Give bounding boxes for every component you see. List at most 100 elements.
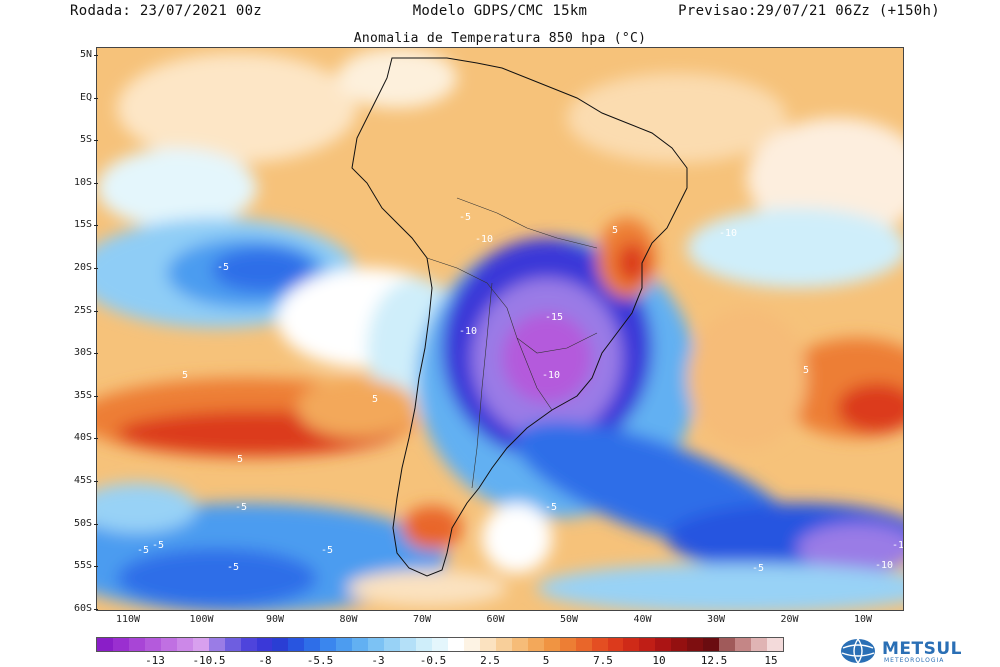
color-scale-cell xyxy=(751,638,768,651)
color-scale-cell xyxy=(495,638,512,651)
color-scale-cell xyxy=(240,638,257,651)
color-scale-cell xyxy=(432,638,448,651)
lat-label: 5N xyxy=(62,49,98,60)
model-run-label: Rodada: 23/07/2021 00z xyxy=(70,3,263,19)
lat-label: 10S xyxy=(62,177,98,188)
map-title: Anomalia de Temperatura 850 hpa (°C) xyxy=(353,31,647,46)
lat-label: 55S xyxy=(62,560,98,571)
globe-icon xyxy=(841,638,875,664)
contour-label: -10 xyxy=(542,370,560,381)
coastline xyxy=(351,57,688,577)
contour-label: -10 xyxy=(875,560,893,571)
color-scale-cell xyxy=(112,638,129,651)
color-scale-cell xyxy=(416,638,433,651)
color-scale-cell xyxy=(288,638,305,651)
contour-label: 5 xyxy=(372,394,378,405)
color-scale-cell xyxy=(703,638,720,651)
country-borders xyxy=(426,197,598,489)
color-scale-cell xyxy=(671,638,688,651)
contour-label: 5 xyxy=(182,370,188,381)
color-scale-cell xyxy=(160,638,177,651)
lon-label: 40W xyxy=(633,614,652,625)
color-scale-label: 5 xyxy=(542,654,550,667)
color-scale-cell xyxy=(463,638,480,651)
color-scale-cell xyxy=(639,638,656,651)
color-scale-cell xyxy=(208,638,225,651)
color-scale-cell xyxy=(479,638,496,651)
lon-label: 20W xyxy=(780,614,799,625)
lat-label: 40S xyxy=(62,432,98,443)
contour-label: -5 xyxy=(137,545,149,556)
color-scale-cell xyxy=(400,638,417,651)
color-scale-label: -5.5 xyxy=(306,654,334,667)
color-scale-label: 7.5 xyxy=(593,654,613,667)
color-scale-label: 15 xyxy=(764,654,778,667)
lon-label: 80W xyxy=(339,614,358,625)
color-scale-cell xyxy=(368,638,385,651)
lat-label: 15S xyxy=(62,219,98,230)
color-scale-cell xyxy=(384,638,401,651)
color-scale-label: -3 xyxy=(371,654,385,667)
contour-label: -5 xyxy=(235,502,247,513)
contour-label: -5 xyxy=(545,502,557,513)
contour-label: -15 xyxy=(545,312,563,323)
color-scale-cell xyxy=(655,638,672,651)
color-scale-cell xyxy=(176,638,193,651)
lat-label: 50S xyxy=(62,518,98,529)
color-scale-label: -10.5 xyxy=(192,654,226,667)
contour-label: -5 xyxy=(227,562,239,573)
color-scale-cell xyxy=(559,638,576,651)
color-scale-label: -13 xyxy=(145,654,165,667)
contour-label: -5 xyxy=(459,212,471,223)
color-scale-cell xyxy=(607,638,624,651)
color-scale-cell xyxy=(224,638,241,651)
lat-label: 20S xyxy=(62,262,98,273)
contour-label: -5 xyxy=(752,563,764,574)
lat-label: 30S xyxy=(62,347,98,358)
color-scale-label: 10 xyxy=(652,654,666,667)
map-canvas: -5-10-15-10-10-10-5-5-5-5-5-5-5-5-10-105… xyxy=(97,48,903,610)
lon-label: 30W xyxy=(706,614,726,625)
color-scale-cell xyxy=(272,638,289,651)
lon-label: 110W xyxy=(115,614,141,625)
lon-label: 60W xyxy=(486,614,505,625)
anomaly-field xyxy=(97,48,903,610)
color-scale-cell xyxy=(97,638,113,651)
metsul-logo: METSUL METEOROLOGIA xyxy=(840,638,1000,664)
temperature-anomaly-map: -5-10-15-10-10-10-5-5-5-5-5-5-5-5-10-105… xyxy=(96,47,904,611)
color-scale-cell xyxy=(304,638,321,651)
color-scale-cell xyxy=(336,638,353,651)
color-scale-cell xyxy=(256,638,273,651)
contour-labels: -5-10-15-10-10-10-5-5-5-5-5-5-5-5-10-105… xyxy=(137,212,903,574)
lat-label: EQ xyxy=(62,92,98,103)
lat-label: 25S xyxy=(62,305,98,316)
contour-label: -10 xyxy=(719,228,737,239)
contour-label: -5 xyxy=(217,262,229,273)
color-scale-cell xyxy=(575,638,592,651)
color-scale-cell xyxy=(447,638,464,651)
lat-label: 5S xyxy=(62,134,98,145)
color-scale-cell xyxy=(144,638,161,651)
model-name-label: Modelo GDPS/CMC 15km xyxy=(412,3,588,19)
lat-label: 45S xyxy=(62,475,98,486)
contour-label: 5 xyxy=(612,225,618,236)
contour-label: 5 xyxy=(803,365,809,376)
contour-label: -10 xyxy=(892,540,903,551)
color-scale-cell xyxy=(543,638,560,651)
color-scale-cell xyxy=(192,638,209,651)
color-scale-label: 12.5 xyxy=(700,654,728,667)
color-scale-cell xyxy=(623,638,640,651)
color-scale-cell xyxy=(719,638,736,651)
contour-label: -10 xyxy=(459,326,477,337)
color-scale-cell xyxy=(591,638,608,651)
color-scale-cell xyxy=(527,638,544,651)
logo-name: METSUL xyxy=(882,639,963,659)
color-scale-label: -8 xyxy=(258,654,272,667)
contour-label: -5 xyxy=(321,545,333,556)
color-scale-cell xyxy=(511,638,528,651)
color-scale-label: -0.5 xyxy=(419,654,447,667)
lon-label: 10W xyxy=(853,614,873,625)
forecast-time-label: Previsao:29/07/21 06Zz (+150h) xyxy=(678,3,940,19)
lon-label: 90W xyxy=(265,614,285,625)
lon-label: 50W xyxy=(559,614,579,625)
